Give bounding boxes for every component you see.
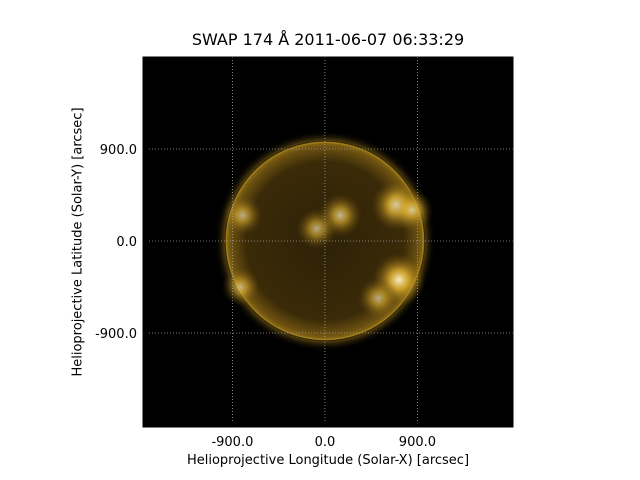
x-tick-label: -900.0 xyxy=(211,435,253,450)
x-tick-label: 900.0 xyxy=(399,435,436,450)
active-region xyxy=(222,195,263,236)
ticks: -900.0 0.0 900.0 900.0 0.0 -900.0 xyxy=(95,143,436,450)
plot-title: SWAP 174 Å 2011-06-07 06:33:29 xyxy=(191,30,465,49)
y-tick-label: -900.0 xyxy=(95,327,137,342)
x-axis-label: Helioprojective Longitude (Solar-X) [arc… xyxy=(186,453,470,468)
y-axis-label: Helioprojective Latitude (Solar-Y) [arcs… xyxy=(70,107,86,377)
x-tick-label: 0.0 xyxy=(315,435,336,450)
active-region xyxy=(391,189,434,232)
y-tick-label: 900.0 xyxy=(100,143,137,158)
y-tick-label: 0.0 xyxy=(116,235,137,250)
active-region xyxy=(296,208,338,250)
axes-frame xyxy=(142,56,514,428)
active-region xyxy=(357,277,399,319)
active-region xyxy=(221,267,260,307)
